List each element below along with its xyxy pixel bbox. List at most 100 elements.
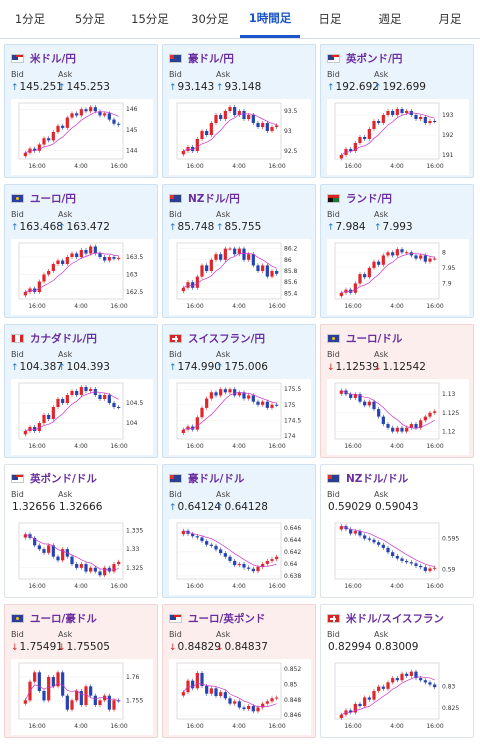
moving-average-line <box>341 390 435 429</box>
rate-card[interactable]: ユーロ/豪ドル Bid Ask ↓1.75491↓1.75505 1.755 1.76 16… <box>4 604 158 738</box>
candle-body <box>353 143 357 151</box>
candle-body <box>33 288 37 292</box>
rate-card[interactable]: 米ドル/スイスフラン Bid Ask 0.82994 0.83009 0.825 0.83 1… <box>320 604 474 738</box>
flag-icon <box>11 193 24 203</box>
tab-30min[interactable]: 30分足 <box>191 12 229 26</box>
trend-arrow-icon: ↑ <box>374 223 382 233</box>
y-tick-label: 0.83 <box>442 684 456 691</box>
rate-card[interactable]: 米ドル/円 Bid Ask ↑145.251↑145.253 144 145 146 16:0… <box>4 44 158 178</box>
candle-body <box>117 123 121 125</box>
mini-chart[interactable]: 162.5 163 163.5 16:00 4:00 16:00 <box>11 239 153 315</box>
tab-weekly[interactable]: 週足 <box>378 12 402 26</box>
candle-body <box>219 254 223 260</box>
mini-chart[interactable]: 0.638 0.64 0.642 0.644 0.646 16:00 4:00 16:00 <box>169 519 311 595</box>
mini-chart[interactable]: 0.825 0.83 16:00 4:00 16:00 <box>327 659 469 735</box>
flag-icon <box>327 613 340 623</box>
mini-chart[interactable]: 0.59 0.595 16:00 4:00 16:00 <box>327 519 469 595</box>
candle-body <box>61 399 65 403</box>
candle-body <box>214 254 218 260</box>
candle-body <box>191 147 195 151</box>
rate-card[interactable]: ユーロ/英ポンド Bid Ask ↓0.84829↓0.84837 0.846 0.848… <box>162 604 316 738</box>
rate-card[interactable]: スイスフラン/円 Bid Ask ↑174.990↑175.006 174 174.5 17… <box>162 324 316 458</box>
candle-body <box>209 544 213 546</box>
currency-pair-link[interactable]: 英ポンド/ドル <box>30 472 97 485</box>
rate-card[interactable]: NZドル/円 Bid Ask ↑85.748 ↑85.755 85.4 85.6 85.8 86… <box>162 184 316 318</box>
price-row: 0.82994 0.83009 <box>327 641 421 653</box>
candle-body <box>409 562 413 564</box>
rate-card[interactable]: 豪ドル/円 Bid Ask ↑93.143 ↑93.148 92.5 93 93.5 16:00… <box>162 44 316 178</box>
y-tick-label: 93.5 <box>284 108 298 115</box>
mini-chart[interactable]: 1.325 1.33 1.335 16:00 4:00 16:00 <box>11 519 153 595</box>
rate-card[interactable]: ユーロ/円 Bid Ask ↑163.468↑163.472 162.5 163 163.5… <box>4 184 158 318</box>
moving-average-line <box>183 683 277 707</box>
rate-card[interactable]: ランド/円 Bid Ask ↑7.984 ↑7.993 7.9 7.95 8 16:00 4:00… <box>320 184 474 318</box>
tab-5min[interactable]: 5分足 <box>74 12 106 26</box>
bid-ask-labels: Bid Ask <box>169 210 263 219</box>
rate-card[interactable]: 英ポンド/ドル Bid Ask 1.32656 1.32666 1.325 1.33 1.33… <box>4 464 158 598</box>
mini-chart[interactable]: 85.4 85.6 85.8 86 86.2 16:00 4:00 16:00 <box>169 239 311 315</box>
currency-pair-link[interactable]: スイスフラン/円 <box>188 332 266 345</box>
rate-card[interactable]: 豪ドル/ドル Bid Ask ↑0.64124↑0.64128 0.638 0.64 0.6… <box>162 464 316 598</box>
tab-1hour[interactable]: 1時間足 <box>240 0 300 38</box>
ask-value: 1.75505 <box>66 641 110 653</box>
mini-chart[interactable]: 174 174.5 175 175.5 16:00 4:00 16:00 <box>169 379 311 455</box>
candle-body <box>339 155 343 159</box>
flag-icon <box>11 333 24 343</box>
mini-chart[interactable]: 1.12 1.125 1.13 16:00 4:00 16:00 <box>327 379 469 455</box>
price-row: ↓0.84829↓0.84837 <box>169 641 268 653</box>
candle-body <box>367 538 371 540</box>
candle-body <box>209 123 213 135</box>
mini-chart[interactable]: 1.755 1.76 16:00 4:00 16:00 <box>11 659 153 735</box>
candle-body <box>209 259 213 271</box>
bid-value: 93.143 <box>177 81 215 93</box>
mini-chart[interactable]: 144 145 146 16:00 4:00 16:00 <box>11 99 153 175</box>
bid-value: 0.59029 <box>328 501 372 513</box>
mini-chart[interactable]: 92.5 93 93.5 16:00 4:00 16:00 <box>169 99 311 175</box>
tab-15min[interactable]: 15分足 <box>131 12 169 26</box>
mini-chart[interactable]: 0.846 0.848 0.85 0.852 16:00 4:00 16:00 <box>169 659 311 735</box>
candle-body <box>42 691 46 701</box>
mini-chart[interactable]: 191 192 193 16:00 4:00 16:00 <box>327 99 469 175</box>
y-tick-label: 174 <box>284 433 296 440</box>
candle-body <box>247 395 251 399</box>
currency-pair-link[interactable]: 米ドル/スイスフラン <box>346 612 445 625</box>
candle-body <box>181 151 185 155</box>
bid-price: ↑163.468 <box>11 221 63 233</box>
candlestick-chart: 0.825 0.83 16:00 4:00 16:00 <box>334 662 459 730</box>
candle-body <box>386 547 390 553</box>
bid-price: 1.32656 <box>11 501 58 513</box>
currency-pair-link[interactable]: 英ポンド/円 <box>346 52 403 65</box>
trend-arrow-icon: ↑ <box>11 363 19 373</box>
candle-body <box>363 697 367 707</box>
currency-pair-link[interactable]: 米ドル/円 <box>30 52 76 65</box>
candle-body <box>423 416 427 421</box>
currency-pair-link[interactable]: NZドル/ドル <box>346 472 409 485</box>
candle-body <box>79 250 83 257</box>
candle-body <box>414 115 418 119</box>
tab-monthly[interactable]: 月足 <box>438 12 462 26</box>
mini-chart[interactable]: 104 104.5 16:00 4:00 16:00 <box>11 379 153 455</box>
currency-pair-link[interactable]: ユーロ/円 <box>30 192 76 205</box>
currency-pair-link[interactable]: ユーロ/豪ドル <box>30 612 97 625</box>
moving-average-line <box>341 525 435 567</box>
currency-pair-link[interactable]: ランド/円 <box>346 192 392 205</box>
candle-body <box>261 703 265 708</box>
candle-body <box>247 705 251 710</box>
currency-pair-link[interactable]: 豪ドル/円 <box>188 52 234 65</box>
rate-card[interactable]: ユーロ/ドル Bid Ask ↓1.12539↓1.12542 1.12 1.125 1.1… <box>320 324 474 458</box>
mini-chart[interactable]: 7.9 7.95 8 16:00 4:00 16:00 <box>327 239 469 315</box>
currency-pair-link[interactable]: ユーロ/英ポンド <box>188 612 266 625</box>
tab-1min[interactable]: 1分足 <box>14 12 46 26</box>
candle-body <box>107 257 111 261</box>
ask-value: 1.32666 <box>59 501 103 513</box>
currency-pair-link[interactable]: ユーロ/ドル <box>346 332 403 345</box>
rate-card[interactable]: カナダドル/円 Bid Ask ↑104.387↑104.393 104 104.5 16:… <box>4 324 158 458</box>
trend-arrow-icon: ↑ <box>327 223 335 233</box>
currency-pair-link[interactable]: 豪ドル/ドル <box>188 472 245 485</box>
currency-pair-link[interactable]: カナダドル/円 <box>30 332 97 345</box>
candle-body <box>42 138 46 145</box>
rate-card[interactable]: 英ポンド/円 Bid Ask ↑192.692↑192.699 191 192 193 16:… <box>320 44 474 178</box>
tab-daily[interactable]: 日足 <box>318 12 342 26</box>
rate-card[interactable]: NZドル/ドル Bid Ask 0.59029 0.59043 0.59 0.595 16:0… <box>320 464 474 598</box>
currency-pair-link[interactable]: NZドル/円 <box>188 192 240 205</box>
